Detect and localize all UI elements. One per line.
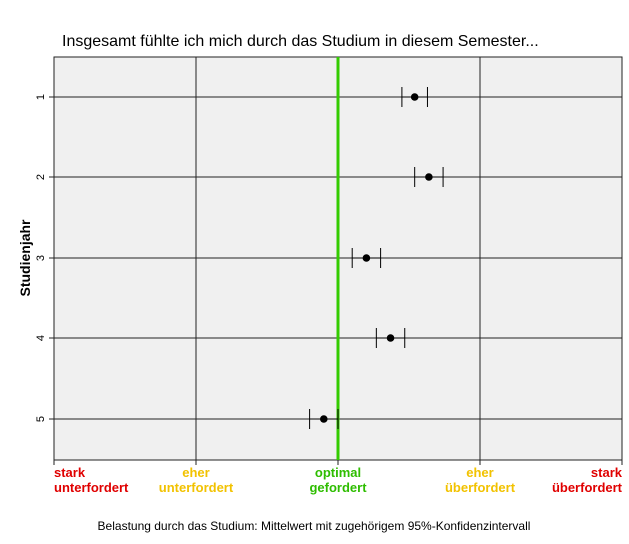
y-tick-label: 1 [35, 94, 47, 100]
x-category-labels: starkunterforderteherunterfordertoptimal… [53, 460, 623, 495]
x-category-label-line2: überfordert [552, 480, 623, 495]
mean-point [386, 334, 395, 342]
x-category-label-line1: eher [182, 465, 209, 480]
y-axis-label: Studienjahr [17, 219, 33, 297]
x-category-label-line1: stark [54, 465, 86, 480]
x-axis-caption: Belastung durch das Studium: Mittelwert … [98, 519, 531, 533]
y-tick-label: 3 [35, 255, 47, 261]
mean-point [320, 415, 328, 423]
y-tick-label: 5 [35, 416, 47, 422]
y-tick-label: 2 [35, 174, 47, 180]
x-category-label-line2: unterfordert [54, 480, 129, 495]
mean-point [362, 254, 371, 262]
chart-title: Insgesamt fühlte ich mich durch das Stud… [62, 33, 539, 50]
y-tick-label: 4 [35, 335, 47, 341]
x-category-label-line2: gefordert [309, 480, 367, 495]
x-category-label-line1: eher [466, 465, 493, 480]
x-category-label-line1: stark [591, 465, 623, 480]
data-marks [309, 87, 444, 429]
x-category-label-line2: überfordert [445, 480, 516, 495]
y-tick-labels: 1 2 3 4 5 [35, 94, 54, 422]
x-category-label-line1: optimal [315, 465, 361, 480]
mean-point [425, 173, 433, 181]
mean-point [410, 93, 419, 101]
x-category-label-line2: unterfordert [159, 480, 234, 495]
